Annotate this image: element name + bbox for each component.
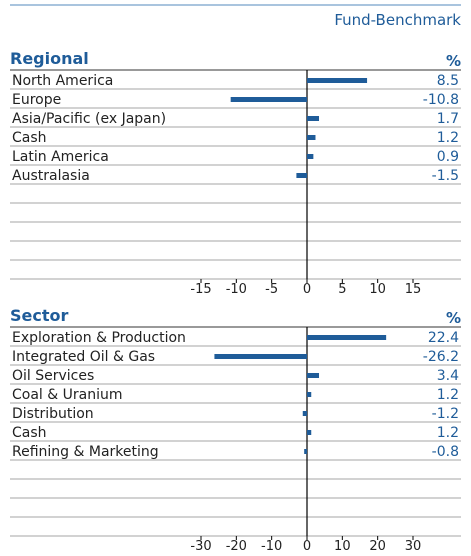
value-label: 1.2	[437, 387, 459, 403]
x-tick-label: -10	[261, 539, 282, 554]
x-tick-label: 20	[369, 539, 386, 554]
category-label: Europe	[12, 92, 61, 108]
value-label: -26.2	[423, 349, 459, 365]
value-label: 22.4	[428, 330, 459, 346]
bar	[214, 354, 307, 359]
bar	[307, 373, 320, 378]
value-label: 3.4	[437, 368, 459, 384]
bar	[307, 78, 368, 83]
x-tick-label: -30	[190, 539, 211, 554]
unit-label: %	[446, 309, 461, 327]
bar	[230, 97, 307, 102]
value-label: 8.5	[437, 73, 459, 89]
x-tick-label: 10	[369, 282, 386, 297]
value-label: -1.5	[432, 168, 459, 184]
category-label: Coal & Uranium	[12, 387, 122, 403]
category-label: Cash	[12, 425, 47, 441]
x-tick-label: -5	[265, 282, 278, 297]
panel-title: Sector	[10, 306, 69, 325]
panel-title: Regional	[10, 49, 89, 68]
value-label: 1.7	[437, 111, 459, 127]
bar	[304, 449, 307, 454]
category-label: Asia/Pacific (ex Japan)	[12, 111, 166, 127]
bar	[302, 411, 307, 416]
page-title: Fund-Benchmark	[334, 11, 461, 29]
bar	[307, 154, 314, 159]
bar	[307, 335, 387, 340]
bar	[296, 173, 307, 178]
category-label: North America	[12, 73, 113, 89]
category-label: Oil Services	[12, 368, 94, 384]
bar	[307, 392, 312, 397]
category-label: Distribution	[12, 406, 94, 422]
category-label: Exploration & Production	[12, 330, 186, 346]
x-tick-label: 5	[338, 282, 346, 297]
x-tick-label: 0	[303, 282, 311, 297]
category-label: Latin America	[12, 149, 109, 165]
category-label: Refining & Marketing	[12, 444, 159, 460]
value-label: 1.2	[437, 130, 459, 146]
unit-label: %	[446, 52, 461, 70]
x-tick-label: 10	[334, 539, 351, 554]
bar	[307, 135, 316, 140]
value-label: -0.8	[432, 444, 459, 460]
value-label: 1.2	[437, 425, 459, 441]
value-label: -1.2	[432, 406, 459, 422]
category-label: Integrated Oil & Gas	[12, 349, 155, 365]
x-tick-label: 30	[405, 539, 422, 554]
x-tick-label: -15	[190, 282, 211, 297]
value-label: 0.9	[437, 149, 459, 165]
x-tick-label: 0	[303, 539, 311, 554]
category-label: Cash	[12, 130, 47, 146]
x-tick-label: -10	[226, 282, 247, 297]
category-label: Australasia	[12, 168, 90, 184]
x-tick-label: 15	[405, 282, 422, 297]
x-tick-label: -20	[226, 539, 247, 554]
bar	[307, 116, 320, 121]
bar	[307, 430, 312, 435]
value-label: -10.8	[423, 92, 459, 108]
